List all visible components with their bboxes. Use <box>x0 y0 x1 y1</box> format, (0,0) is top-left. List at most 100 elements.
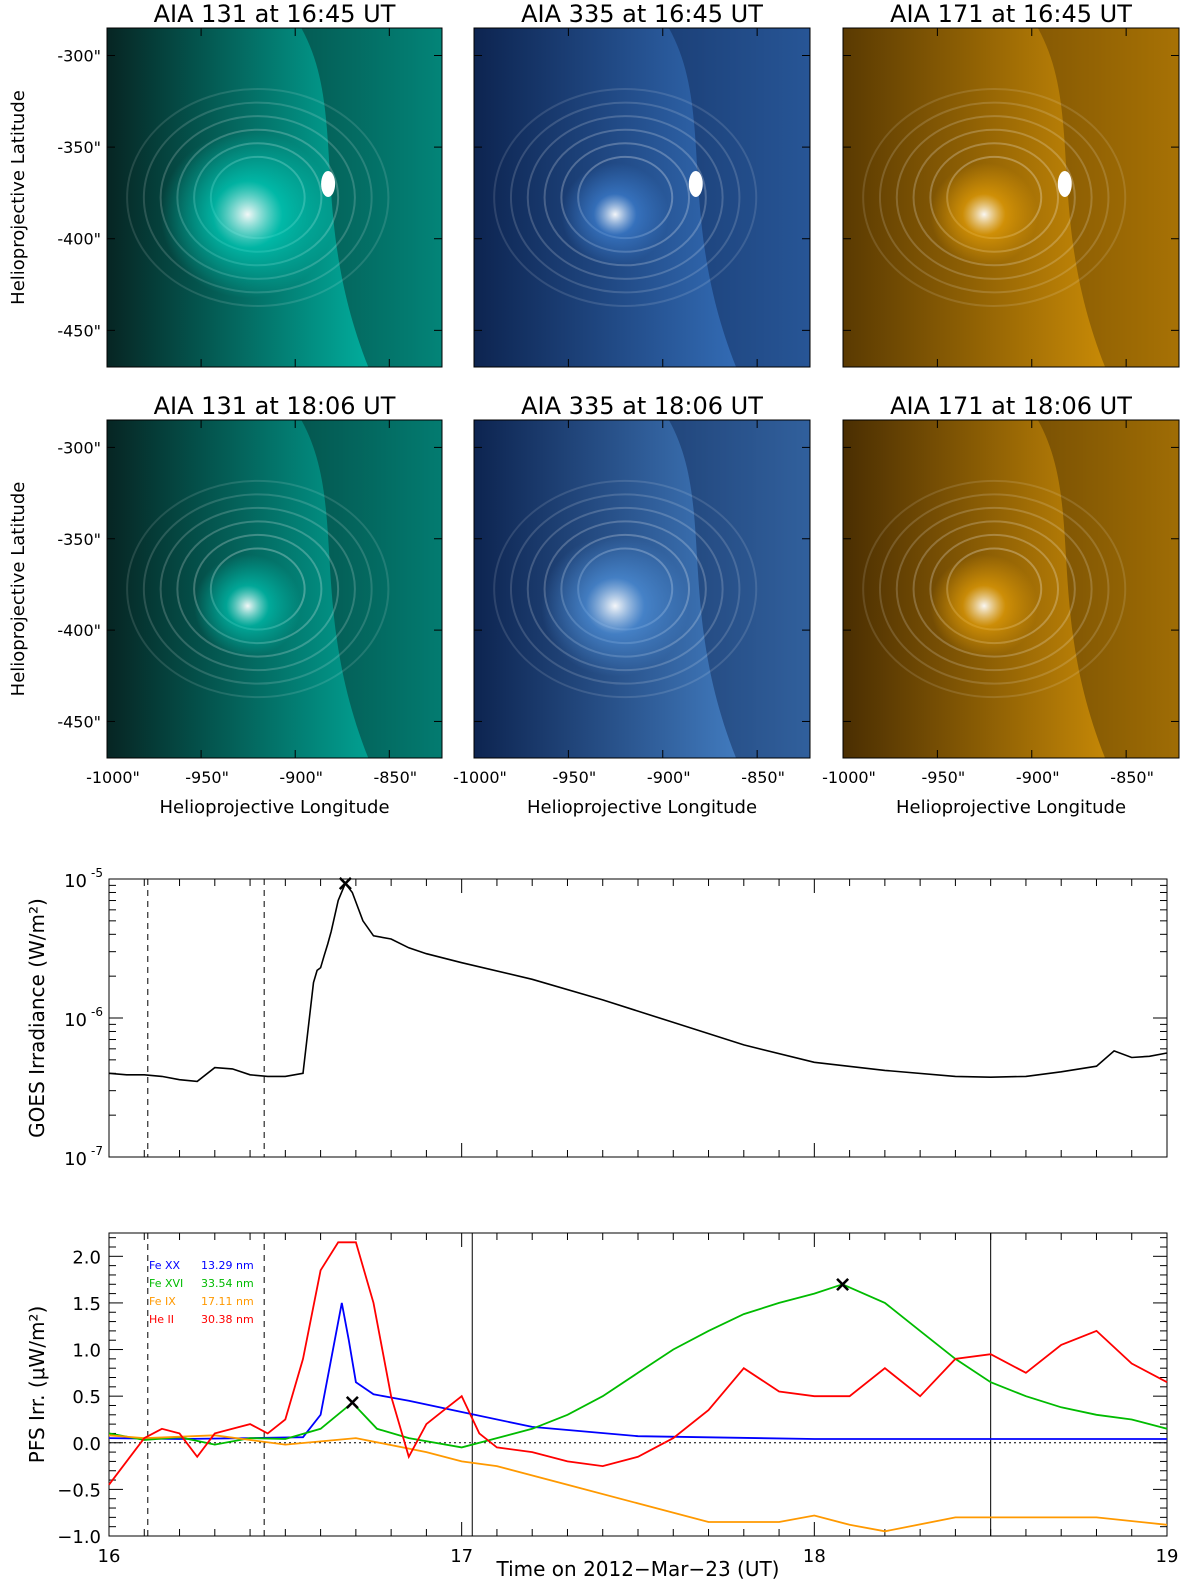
solar-image <box>107 28 442 367</box>
flare-kernel <box>688 170 703 197</box>
coronal-loop <box>895 115 1093 280</box>
y-tick-label: -300" <box>57 438 101 457</box>
x-tick-label: 17 <box>450 1546 473 1567</box>
solar-image <box>474 420 810 758</box>
legend-wavelength: 17.11 nm <box>201 1295 254 1308</box>
coronal-loop <box>126 479 390 699</box>
y-axis-label: GOES Irradiance (W/m²) <box>25 898 49 1138</box>
coronal-loop <box>912 128 1076 267</box>
image-panel: AIA 171 at 16:45 UT <box>842 0 1180 368</box>
coronal-loop <box>526 115 724 280</box>
x-axis-label: Helioprojective Longitude <box>527 797 757 818</box>
image-panel: -1000" -950" -900" -850" AIA 335 at 18:06 UT… <box>453 392 811 818</box>
panel-frame <box>106 419 443 759</box>
x-tick-label: 18 <box>803 1546 826 1567</box>
image-panel: AIA 335 at 16:45 UT <box>473 0 811 368</box>
x-axis-label: Time on 2012−Mar−23 (UT) <box>496 1557 780 1579</box>
y-tick-label: -450" <box>57 321 101 340</box>
x-tick-label: -950" <box>185 768 229 787</box>
series-line-fe-xx <box>108 1302 1167 1440</box>
legend-name: Fe XX <box>149 1259 181 1272</box>
panel-frame <box>473 419 811 759</box>
x-axis-label: Helioprojective Longitude <box>159 797 389 818</box>
y-tick-label: 2.0 <box>72 1247 101 1268</box>
solar-disk <box>301 28 442 367</box>
panel-frame <box>473 27 811 368</box>
series-line-he-ii <box>108 1241 1168 1486</box>
series-line-goes <box>108 881 1168 1083</box>
flare-kernel <box>1057 170 1072 197</box>
panel-frame <box>842 27 1180 368</box>
emission-region <box>930 554 1038 658</box>
image-panel: -300" -350" -400" -450" AIA 131 at 16:45 UT H… <box>8 0 443 368</box>
x-tick-label: -900" <box>647 768 691 787</box>
coronal-loop <box>509 101 741 294</box>
series-line-fe-ix <box>108 1434 1168 1533</box>
x-tick-label: 19 <box>1156 1546 1179 1567</box>
x-tick-label: -900" <box>1016 768 1060 787</box>
coronal-loop <box>126 88 390 307</box>
x-tick-label: -950" <box>553 768 597 787</box>
x-tick-label: -850" <box>1110 768 1154 787</box>
y-tick-label: -350" <box>57 138 101 157</box>
solar-disk <box>1037 28 1179 367</box>
x-tick-label: 16 <box>98 1546 121 1567</box>
solar-disk <box>1037 420 1179 758</box>
y-tick-exponent: -7 <box>91 1144 103 1158</box>
solar-image <box>474 28 810 367</box>
solar-image <box>843 420 1179 758</box>
y-tick-label: -400" <box>57 230 101 249</box>
y-axis-label: PFS Irr. (μW/m²) <box>25 1306 49 1463</box>
y-tick-label: -350" <box>57 530 101 549</box>
emission-region <box>561 162 669 266</box>
image-panel: -300" -350" -400" -450" -1000" -950" -900" -850… <box>8 392 443 818</box>
y-tick-label: 10 <box>64 1010 87 1031</box>
peak-marker: × <box>343 1391 361 1416</box>
y-tick-exponent: -6 <box>91 1005 103 1019</box>
coronal-loop <box>543 128 707 267</box>
y-tick-exponent: -5 <box>91 866 103 880</box>
legend-name: He II <box>149 1313 174 1326</box>
plot-frame <box>108 878 1168 1158</box>
panel-title: AIA 335 at 18:06 UT <box>521 392 763 420</box>
panel-title: AIA 131 at 18:06 UT <box>154 392 396 420</box>
image-panel: -1000" -950" -900" -850" AIA 171 at 18:06 UT… <box>822 392 1180 818</box>
peak-marker: × <box>336 871 354 896</box>
x-tick-label: -950" <box>922 768 966 787</box>
y-tick-label: 1.0 <box>72 1341 101 1362</box>
coronal-loop <box>493 88 758 307</box>
y-tick-label: 10 <box>64 871 87 892</box>
coronal-loop <box>142 493 373 685</box>
peak-marker: × <box>833 1272 851 1297</box>
emission-region <box>930 162 1038 266</box>
panel-title: AIA 131 at 16:45 UT <box>154 0 396 28</box>
x-axis-label: Helioprojective Longitude <box>896 797 1126 818</box>
coronal-loop <box>878 493 1110 685</box>
x-tick-label: -1000" <box>86 768 140 787</box>
legend-name: Fe IX <box>149 1295 176 1308</box>
series-line-fe-xvi <box>108 1283 1168 1449</box>
emission-region <box>541 535 690 677</box>
y-tick-label: 0.0 <box>72 1434 101 1455</box>
emission-region <box>160 130 335 299</box>
y-tick-label: −0.5 <box>57 1480 101 1501</box>
panel-frame <box>106 27 443 368</box>
coronal-loop <box>493 479 758 699</box>
y-tick-label: -300" <box>57 46 101 65</box>
x-tick-label: -850" <box>373 768 417 787</box>
emission-region <box>194 554 302 658</box>
y-tick-label: −1.0 <box>57 1527 101 1548</box>
panel-frame <box>842 419 1180 759</box>
coronal-loop <box>912 520 1076 658</box>
coronal-loop <box>159 506 356 672</box>
x-tick-label: -900" <box>279 768 323 787</box>
x-tick-label: -1000" <box>822 768 876 787</box>
y-tick-label: 10 <box>64 1149 87 1170</box>
y-tick-label: -400" <box>57 621 101 640</box>
panel-title: AIA 171 at 16:45 UT <box>890 0 1132 28</box>
legend-wavelength: 30.38 nm <box>201 1313 254 1326</box>
goes-chart: 10 -5 10 -6 10 -7 GOES Irradiance (W/m²) × <box>25 866 1168 1170</box>
solar-image <box>107 420 442 758</box>
y-tick-label: 1.5 <box>72 1294 101 1315</box>
